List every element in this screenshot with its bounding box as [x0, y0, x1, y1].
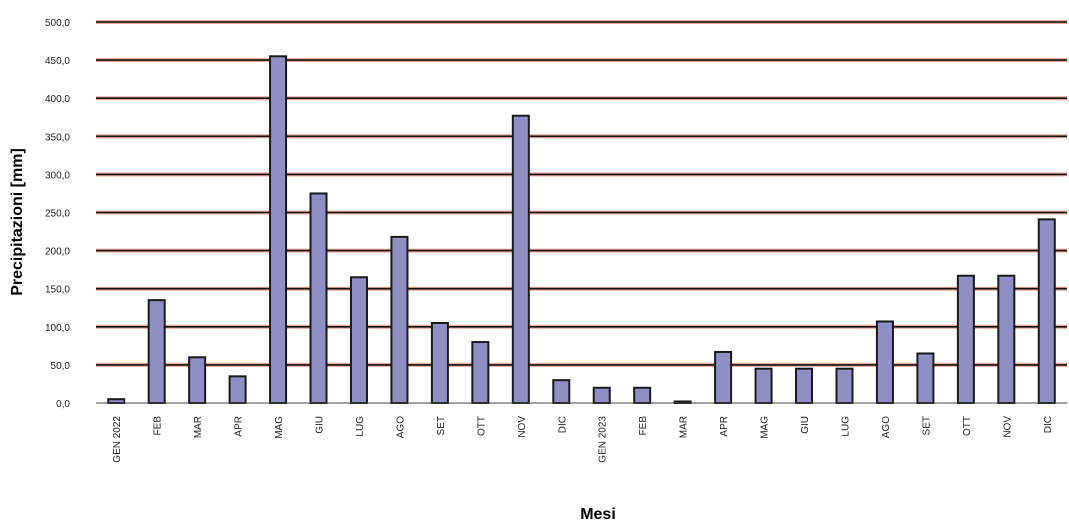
- bar-7: [349, 276, 368, 404]
- bar-4: [228, 375, 247, 404]
- x-tick-label: MAG: [760, 416, 771, 439]
- x-tick-label: OTT: [962, 416, 973, 436]
- x-tick-label: MAR: [193, 416, 204, 438]
- x-tick-label: NOV: [517, 416, 528, 438]
- bar-5: [269, 55, 288, 404]
- bar-9: [430, 321, 449, 404]
- bar-1: [107, 398, 126, 405]
- bar-6: [309, 192, 328, 404]
- x-tick-label: DIC: [557, 416, 568, 433]
- y-tick-label: 400,0: [45, 94, 70, 105]
- x-tick-label: FEB: [638, 416, 649, 436]
- x-tick-label: SET: [921, 416, 932, 435]
- x-tick-label: SET: [436, 416, 447, 435]
- bar-19: [835, 367, 854, 404]
- y-tick-label: 350,0: [45, 132, 70, 143]
- bars: [107, 55, 1056, 405]
- bar-12: [552, 379, 571, 405]
- y-tick-label: 150,0: [45, 285, 70, 296]
- y-tick-label: 500,0: [45, 18, 70, 29]
- y-tick-label: 200,0: [45, 247, 70, 258]
- bar-21: [916, 352, 935, 404]
- y-tick-label: 100,0: [45, 323, 70, 334]
- y-tick-labels: 0,0 50,0 100,0 150,0 200,0 250,0 300,0 350,0 400…: [45, 18, 70, 410]
- x-tick-labels: GEN 2022 FEB MAR APR MAG GIU LUG AGO SET OTT NOV DI…: [112, 416, 1054, 463]
- x-tick-label: OTT: [476, 416, 487, 436]
- bar-22: [956, 274, 975, 404]
- y-axis-label: Precipitazioni [mm]: [9, 148, 26, 296]
- x-tick-label: GIU: [800, 416, 811, 434]
- y-tick-label: 300,0: [45, 170, 70, 181]
- bar-18: [795, 367, 814, 404]
- bar-14: [633, 386, 652, 405]
- bar-10: [471, 341, 490, 405]
- y-tick-label: 0,0: [56, 399, 70, 410]
- bar-2: [147, 299, 166, 405]
- gridlines: [96, 20, 1067, 367]
- bar-20: [875, 320, 894, 404]
- x-tick-label: GEN 2023: [598, 416, 609, 463]
- x-tick-label: GEN 2022: [112, 416, 123, 463]
- x-tick-label: MAR: [679, 416, 690, 438]
- bar-17: [754, 367, 773, 404]
- bar-24: [1037, 218, 1056, 404]
- x-tick-label: LUG: [840, 416, 851, 437]
- bar-16: [714, 350, 733, 405]
- x-tick-label: LUG: [355, 416, 366, 437]
- bar-13: [592, 386, 611, 405]
- x-tick-label: APR: [234, 416, 245, 437]
- x-tick-label: AGO: [881, 416, 892, 438]
- x-tick-label: APR: [719, 416, 730, 437]
- bar-8: [390, 235, 409, 404]
- bar-23: [997, 274, 1016, 404]
- bar-11: [511, 114, 530, 404]
- x-tick-label: DIC: [1043, 416, 1054, 433]
- x-tick-label: MAG: [274, 416, 285, 439]
- y-tick-label: 450,0: [45, 56, 70, 67]
- bar-3: [188, 356, 207, 404]
- y-tick-label: 50,0: [51, 361, 71, 372]
- y-tick-label: 250,0: [45, 209, 70, 220]
- x-tick-label: GIU: [315, 416, 326, 434]
- x-tick-label: AGO: [395, 416, 406, 438]
- x-tick-label: NOV: [1002, 416, 1013, 438]
- x-axis-label: Mesi: [580, 506, 616, 523]
- x-tick-label: FEB: [153, 416, 164, 436]
